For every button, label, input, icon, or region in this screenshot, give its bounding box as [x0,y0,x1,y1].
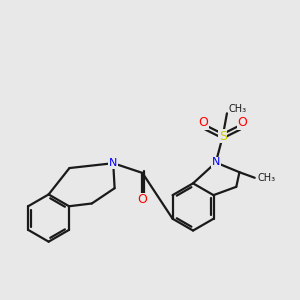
Text: N: N [212,158,220,167]
Text: CH₃: CH₃ [228,104,247,114]
Text: O: O [237,116,247,129]
Text: CH₃: CH₃ [257,173,275,183]
Text: O: O [198,116,208,129]
Text: O: O [137,194,147,206]
Text: N: N [109,158,117,168]
Text: S: S [219,130,227,142]
